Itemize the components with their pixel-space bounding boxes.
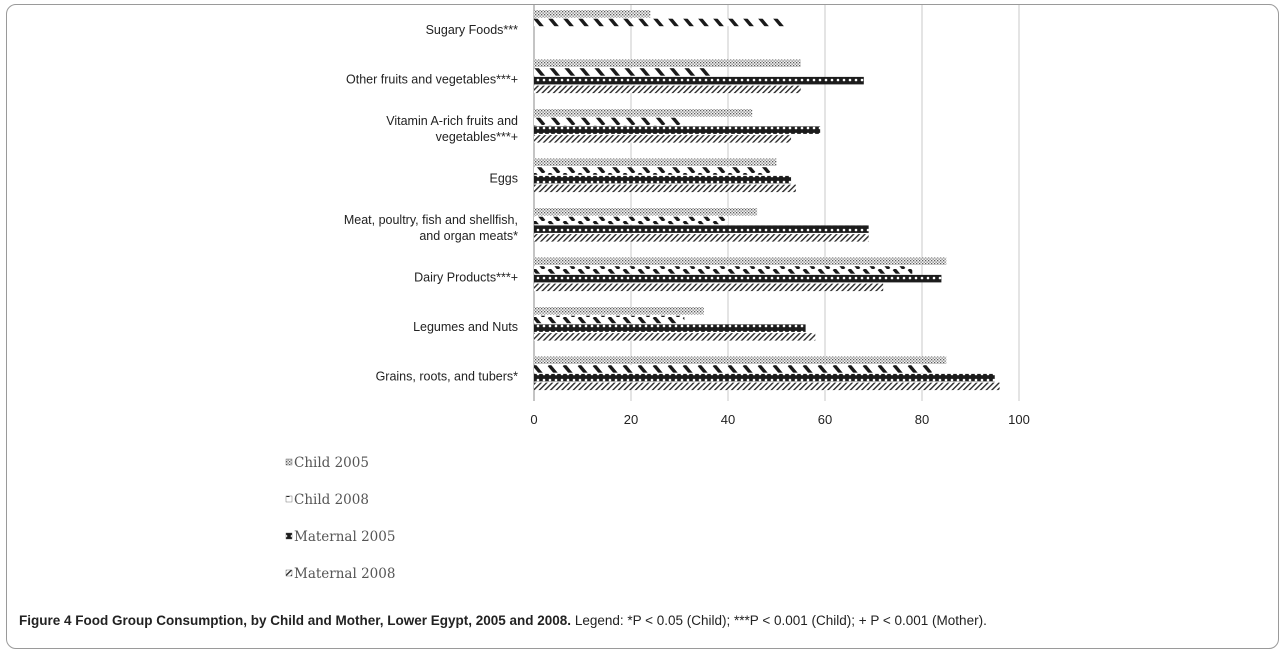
category-label-meat-poultry-fish-and-shellfish-and-organ-meats: Meat, poultry, fish and shellfish, and or… [344,213,518,243]
bar-child-2005-sugary-foods [534,10,651,18]
legend: Child 2005 Child 2008 Maternal 2005 Materna… [285,455,395,582]
bar-maternal-2008-grains-roots-and-tubers [534,382,1000,391]
bar-child-2008-vitamin-a-rich-fruits-and-vegetables [534,117,685,126]
bar-child-2005-meat-poultry-fish-and-shellfish-and-organ-meats [534,208,758,216]
category-label-sugary-foods: Sugary Foods*** [426,23,519,37]
x-tick-20: 20 [624,412,638,427]
bar-maternal-2005-legumes-and-nuts [534,324,806,332]
category-labels: Sugary Foods*** Other fruits and vegetabl… [344,23,518,384]
caption-text: Legend: *P < 0.05 (Child); ***P < 0.001 … [571,613,987,628]
bar-child-2008-sugary-foods [534,18,787,27]
category-label-vitamin-a-rich-fruits-and-vegetables: Vitamin A-rich fruits and vegetables***+ [386,114,518,144]
bar-maternal-2008-eggs [534,184,796,193]
figure-frame: Sugary Foods*** Other fruits and vegetabl… [6,4,1279,649]
bar-child-2005-eggs [534,158,777,166]
bar-child-2008-meat-poultry-fish-and-shellfish-and-organ-meats [534,216,728,225]
x-tick-labels: 0 20 40 60 80 100 [530,412,1029,427]
bar-child-2008-other-fruits-and-vegetables [534,68,714,76]
x-tick-0: 0 [530,412,537,427]
bar-child-2008-legumes-and-nuts [534,315,685,324]
bar-maternal-2008-legumes-and-nuts [534,333,816,341]
category-label-legumes-and-nuts: Legumes and Nuts [413,320,518,334]
legend-label-child-2005: Child 2005 [294,455,369,471]
bar-chart: Sugary Foods*** Other fruits and vegetabl… [285,5,1030,582]
legend-label-maternal-2005: Maternal 2005 [294,529,395,545]
bar-maternal-2005-meat-poultry-fish-and-shellfish-and-organ-meats [534,225,869,233]
x-tick-40: 40 [721,412,735,427]
bar-child-2008-grains-roots-and-tubers [534,365,932,373]
figure-caption: Figure 4 Food Group Consumption, by Chil… [19,611,1274,631]
category-label-grains-roots-and-tubers: Grains, roots, and tubers* [376,369,519,383]
caption-label: Figure 4 Food Group Consumption, by Chil… [19,613,572,628]
bar-child-2008-dairy-products [534,266,913,274]
bar-child-2005-other-fruits-and-vegetables [534,59,801,67]
x-tick-80: 80 [915,412,929,427]
x-tick-100: 100 [1008,412,1030,427]
bar-maternal-2005-vitamin-a-rich-fruits-and-vegetables [534,126,821,134]
bar-maternal-2005-grains-roots-and-tubers [534,373,995,382]
legend-swatch-maternal-2008 [285,569,293,577]
bar-child-2005-vitamin-a-rich-fruits-and-vegetables [534,109,753,117]
bar-maternal-2008-vitamin-a-rich-fruits-and-vegetables [534,135,792,143]
bar-child-2005-legumes-and-nuts [534,307,704,315]
legend-swatch-child-2005 [285,458,293,466]
bar-child-2005-dairy-products [534,257,947,265]
bar-maternal-2008-other-fruits-and-vegetables [534,85,801,94]
bar-maternal-2005-eggs [534,175,792,184]
legend-label-maternal-2008: Maternal 2008 [294,566,395,582]
category-label-other-fruits-and-vegetables: Other fruits and vegetables***+ [346,72,518,86]
bar-maternal-2005-other-fruits-and-vegetables [534,76,864,85]
bar-maternal-2008-dairy-products [534,283,884,292]
bar-child-2008-eggs [534,167,772,175]
legend-swatch-maternal-2005 [285,532,293,540]
category-label-dairy-products: Dairy Products***+ [414,270,518,284]
legend-label-child-2008: Child 2008 [294,492,369,508]
bar-maternal-2008-meat-poultry-fish-and-shellfish-and-organ-meats [534,234,869,242]
x-tick-60: 60 [818,412,832,427]
bar-child-2005-grains-roots-and-tubers [534,356,947,364]
legend-swatch-child-2008 [285,495,293,503]
bars [534,10,1000,391]
category-label-eggs: Eggs [490,171,519,185]
bar-maternal-2005-dairy-products [534,274,942,283]
